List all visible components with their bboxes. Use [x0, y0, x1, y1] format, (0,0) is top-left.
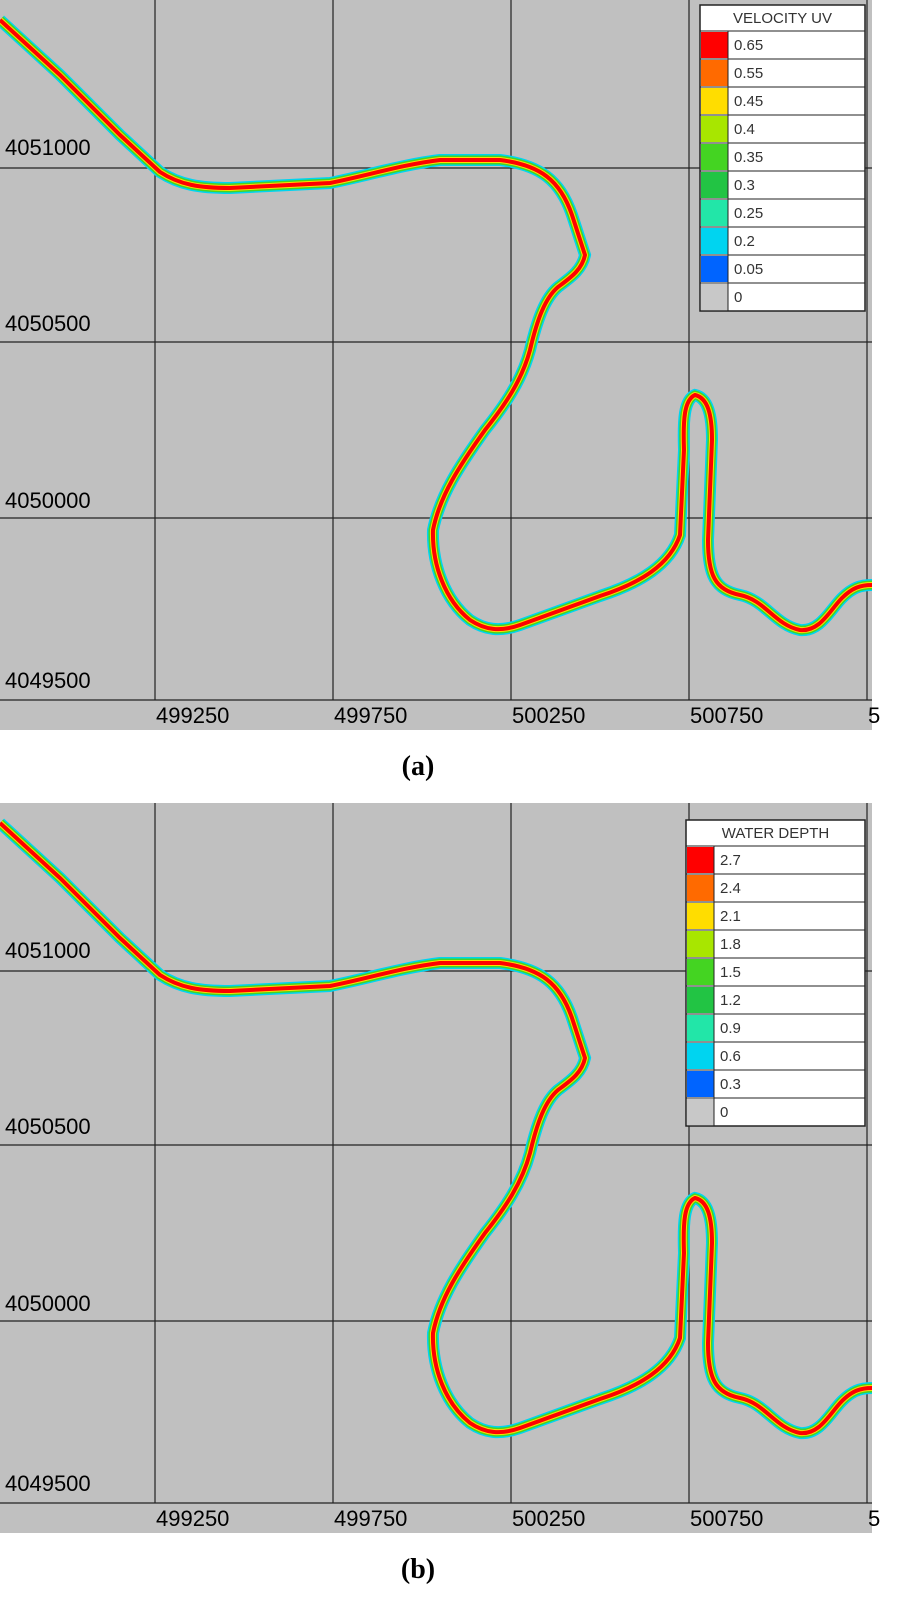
legend-label: 0.55: [734, 65, 763, 82]
legend-label: 2.7: [720, 852, 741, 869]
x-label: 499250: [156, 1506, 229, 1531]
legend-swatch: [701, 256, 728, 282]
legend-swatch: [701, 228, 728, 254]
legend-label: 2.4: [720, 880, 741, 897]
legend-title: VELOCITY UV: [733, 10, 832, 27]
legend-label: 0.65: [734, 37, 763, 54]
legend-swatch: [687, 847, 714, 873]
legend-label: 1.2: [720, 992, 741, 1009]
map-panel: 4051000 4050500 4050000 4049500 499250 499750…: [0, 803, 880, 1533]
x-label: 499750: [334, 1506, 407, 1531]
legend-label: 2.1: [720, 908, 741, 925]
caption: (b): [401, 1554, 435, 1585]
x-label: 500750: [690, 1506, 763, 1531]
legend-swatch: [701, 284, 728, 310]
legend-label: 0: [734, 289, 742, 306]
legend-swatch: [701, 200, 728, 226]
y-label: 4050500: [5, 1114, 91, 1139]
legend-swatch: [687, 1099, 714, 1125]
legend-label: 0.3: [734, 177, 755, 194]
y-label: 4050000: [5, 488, 91, 513]
x-label: 500250: [512, 703, 585, 728]
y-label: 4051000: [5, 938, 91, 963]
y-label: 4050500: [5, 311, 91, 336]
legend-label: 0.25: [734, 205, 763, 222]
y-label: 4051000: [5, 135, 91, 160]
legend-swatch: [701, 60, 728, 86]
legend-swatch: [687, 1043, 714, 1069]
legend-swatch: [701, 32, 728, 58]
caption: (a): [402, 751, 435, 782]
x-label: 500750: [690, 703, 763, 728]
legend: WATER DEPTH 2.7 2.4 2.1 1.8 1.5 1.2 0.9 0.6 0.3 0: [686, 825, 865, 1126]
legend-swatch: [687, 959, 714, 985]
legend-label: 0.3: [720, 1076, 741, 1093]
legend-swatch: [701, 88, 728, 114]
legend-swatch: [687, 875, 714, 901]
legend-title: WATER DEPTH: [722, 825, 830, 842]
legend-swatch: [687, 1071, 714, 1097]
legend-label: 1.5: [720, 964, 741, 981]
y-label: 4050000: [5, 1291, 91, 1316]
legend-swatch: [687, 903, 714, 929]
legend-box: [685, 819, 866, 1127]
legend-label: 1.8: [720, 936, 741, 953]
y-label: 4049500: [5, 1471, 91, 1496]
legend-swatch: [701, 172, 728, 198]
y-label: 4049500: [5, 668, 91, 693]
x-label: 499250: [156, 703, 229, 728]
legend-label: 0.35: [734, 149, 763, 166]
x-label: 5: [868, 703, 880, 728]
x-label: 5: [868, 1506, 880, 1531]
x-label: 499750: [334, 703, 407, 728]
x-label: 500250: [512, 1506, 585, 1531]
legend-swatch: [701, 116, 728, 142]
legend-label: 0.6: [720, 1048, 741, 1065]
legend-swatch: [687, 931, 714, 957]
legend-swatch: [701, 144, 728, 170]
legend-label: 0.9: [720, 1020, 741, 1037]
legend-label: 0.45: [734, 93, 763, 110]
legend: VELOCITY UV 0.65 0.55 0.45 0.4 0.35 0.3 0.25 0.2…: [700, 10, 865, 311]
legend-swatch: [687, 1015, 714, 1041]
legend-label: 0.05: [734, 261, 763, 278]
legend-label: 0: [720, 1104, 728, 1121]
legend-label: 0.4: [734, 121, 755, 138]
legend-swatch: [687, 987, 714, 1013]
map-panel: 4051000 4050500 4050000 4049500 499250 499750…: [0, 0, 880, 730]
legend-label: 0.2: [734, 233, 755, 250]
